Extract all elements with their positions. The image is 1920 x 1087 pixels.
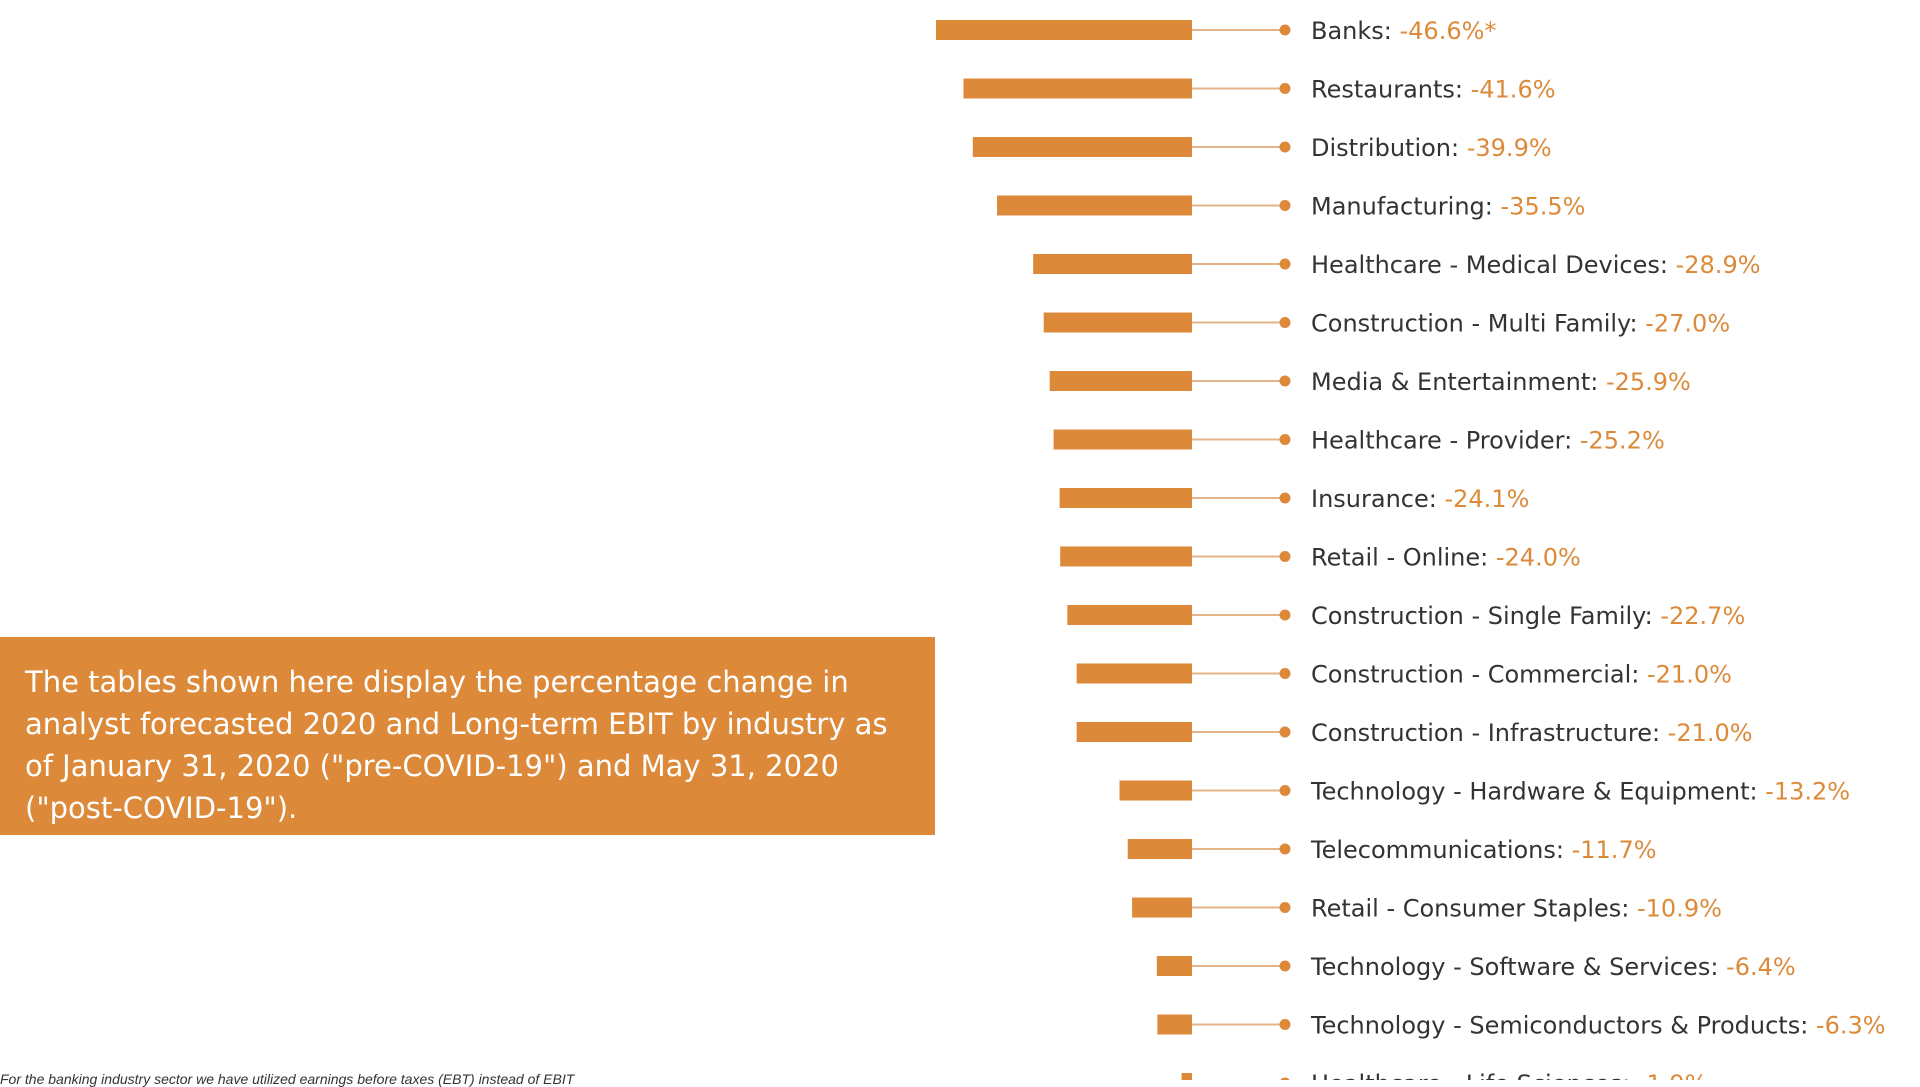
connector-dot [1279,902,1291,913]
value-label: -11.7% [1572,836,1657,864]
bar [1049,371,1192,391]
value-label: -6.4% [1726,953,1796,981]
connector-dot [1279,726,1291,738]
value-label: -27.0% [1645,310,1730,338]
category-row-label: Banks: -46.6%* [1311,17,1496,45]
category-label: Technology - Software & Services: [1310,953,1726,981]
category-label: Distribution: [1311,134,1467,162]
connector-dot [1279,434,1291,445]
category-row-label: Retail - Online: -24.0% [1311,544,1581,572]
category-row-label: Construction - Commercial: -21.0% [1311,661,1732,689]
connector-dot [1279,609,1291,621]
connector-dot [1279,375,1291,387]
connector-dot [1279,141,1291,153]
bar [1076,722,1192,742]
bar [972,137,1192,157]
bar [1033,254,1192,274]
connector-dot [1279,785,1291,796]
category-label: Construction - Commercial: [1311,661,1647,689]
connector-dot [1279,960,1291,972]
value-label: -22.7% [1660,602,1745,630]
bar [997,195,1192,216]
connector-dot [1279,668,1291,679]
category-row-label: Healthcare - Provider: -25.2% [1311,427,1665,455]
value-label: -41.6% [1471,76,1556,104]
bar [1157,1014,1192,1035]
connector-dot [1279,24,1291,36]
category-label: Restaurants: [1311,76,1471,104]
bar [1076,663,1192,684]
bar [1053,429,1192,450]
info-box: The tables shown here display the percen… [0,637,935,835]
category-label: Technology - Semiconductors & Products: [1310,1012,1816,1040]
value-label: -25.9% [1606,368,1691,396]
category-label: Construction - Single Family: [1311,602,1660,630]
category-row-label: Construction - Single Family: -22.7% [1311,602,1745,630]
bar [1127,839,1192,859]
bar [1060,546,1192,567]
category-label: Insurance: [1311,485,1444,513]
value-label: -25.2% [1580,427,1665,455]
bar [1043,312,1192,333]
category-row-label: Technology - Software & Services: -6.4% [1310,953,1796,981]
category-row-label: Media & Entertainment: -25.9% [1311,368,1691,396]
category-row-label: Telecommunications: -11.7% [1310,836,1657,864]
category-row-label: Insurance: -24.1% [1311,485,1529,513]
connector-dot [1279,551,1291,562]
category-row-label: Construction - Multi Family: -27.0% [1311,310,1730,338]
bar [963,78,1192,99]
connector-dot [1279,492,1291,504]
bar [1156,956,1192,976]
value-label: -39.9% [1467,134,1552,162]
bar [1059,488,1192,508]
bar [1119,780,1192,801]
category-label: Construction - Infrastructure: [1311,719,1668,747]
category-row-label: Technology - Semiconductors & Products: … [1310,1012,1886,1040]
value-label: -46.6%* [1400,17,1497,45]
category-label: Retail - Consumer Staples: [1311,895,1637,923]
category-label: Banks: [1311,17,1400,45]
connector-dot [1280,1077,1290,1080]
category-label: Media & Entertainment: [1311,368,1606,396]
value-label: -35.5% [1501,193,1586,221]
connector-dot [1279,317,1291,328]
category-label: Healthcare - Provider: [1311,427,1580,455]
value-label: -28.9% [1676,251,1761,279]
category-label: Manufacturing: [1311,193,1501,221]
category-row-label: Healthcare - Medical Devices: -28.9% [1311,251,1761,279]
category-label: Retail - Online: [1311,544,1496,572]
connector-dot [1279,83,1291,94]
value-label: -13.2% [1765,778,1850,806]
connector-dot [1279,843,1291,855]
category-row-label: Technology - Hardware & Equipment: -13.2… [1310,778,1850,806]
category-label: Healthcare - Life Sciences: [1311,1070,1638,1080]
value-label: -24.0% [1496,544,1581,572]
value-label: -24.1% [1444,485,1529,513]
category-label: Telecommunications: [1310,836,1572,864]
info-box-text: The tables shown here display the percen… [25,665,888,825]
connector-dot [1279,258,1291,270]
category-row-label: Construction - Infrastructure: -21.0% [1311,719,1753,747]
value-label: -1.9% [1638,1070,1708,1080]
value-label: -10.9% [1637,895,1722,923]
value-label: -21.0% [1647,661,1732,689]
footnote: For the banking industry sector we have … [0,1071,575,1087]
connector-dot [1279,1019,1291,1030]
category-row-label: Retail - Consumer Staples: -10.9% [1311,895,1722,923]
value-label: -21.0% [1668,719,1753,747]
bar [1181,1073,1192,1080]
category-label: Healthcare - Medical Devices: [1311,251,1676,279]
bar [1067,605,1192,625]
bar [1132,897,1192,918]
value-label: -6.3% [1816,1012,1886,1040]
category-row-label: Restaurants: -41.6% [1311,76,1556,104]
connector-dot [1279,200,1291,211]
category-label: Construction - Multi Family: [1311,310,1645,338]
bar [936,20,1192,40]
category-label: Technology - Hardware & Equipment: [1310,778,1765,806]
category-row-label: Healthcare - Life Sciences: -1.9% [1311,1070,1708,1080]
category-row-label: Distribution: -39.9% [1311,134,1552,162]
category-row-label: Manufacturing: -35.5% [1311,193,1585,221]
